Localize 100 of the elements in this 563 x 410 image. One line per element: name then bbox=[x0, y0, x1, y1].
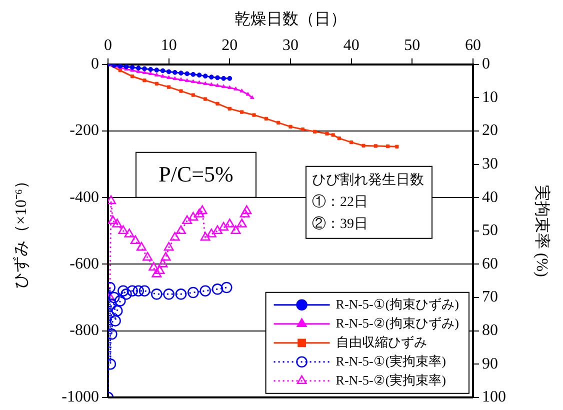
point bbox=[148, 71, 153, 76]
y2-tick-label: 90 bbox=[482, 355, 498, 372]
point bbox=[154, 82, 158, 86]
point bbox=[152, 268, 162, 278]
x-tick-label: 10 bbox=[160, 37, 177, 54]
point bbox=[196, 72, 202, 78]
point bbox=[148, 262, 159, 271]
point bbox=[114, 295, 126, 306]
point bbox=[276, 120, 280, 124]
point bbox=[160, 68, 166, 74]
point bbox=[264, 116, 268, 120]
point bbox=[212, 225, 222, 234]
point bbox=[197, 205, 208, 214]
point bbox=[164, 242, 174, 251]
point bbox=[151, 288, 162, 300]
y2-tick-label: 30 bbox=[482, 156, 498, 173]
x-tick-label: 30 bbox=[282, 37, 298, 54]
point bbox=[172, 70, 178, 75]
point bbox=[166, 69, 172, 74]
y2-tick-label: 60 bbox=[482, 255, 498, 272]
point bbox=[200, 285, 211, 296]
legend-label: R-N-5-②(実拘束率) bbox=[336, 372, 446, 388]
point bbox=[178, 70, 184, 76]
point bbox=[188, 212, 198, 221]
point bbox=[386, 144, 390, 148]
point bbox=[178, 77, 184, 82]
point bbox=[246, 92, 250, 96]
legend-label: R-N-5-①(実拘束率) bbox=[336, 353, 446, 368]
point bbox=[108, 292, 120, 304]
y2-tick-label: 40 bbox=[482, 188, 498, 206]
point bbox=[202, 74, 208, 79]
annotation: P/C=5% bbox=[158, 162, 234, 187]
point bbox=[230, 225, 241, 234]
point bbox=[240, 88, 244, 92]
point bbox=[191, 79, 196, 84]
legend-label: R-N-5-①(拘束ひずみ) bbox=[336, 296, 460, 312]
y2-tick-label: 20 bbox=[482, 122, 498, 140]
y2-tick-label: 70 bbox=[482, 288, 498, 306]
point bbox=[124, 228, 134, 238]
legend-label: R-N-5-②(拘束ひずみ) bbox=[336, 315, 460, 330]
y-tick-label: -600 bbox=[70, 255, 99, 272]
y2-tick-label: 50 bbox=[482, 222, 498, 240]
y2-axis-title: 実拘束率 (%) bbox=[533, 184, 552, 277]
y-tick-label: -1000 bbox=[62, 388, 99, 406]
point bbox=[142, 70, 147, 74]
point bbox=[136, 66, 141, 71]
point bbox=[163, 288, 174, 300]
point bbox=[158, 258, 168, 268]
point bbox=[300, 128, 304, 132]
point bbox=[313, 130, 317, 134]
point bbox=[184, 78, 190, 82]
point bbox=[288, 124, 292, 128]
point bbox=[240, 110, 244, 114]
point bbox=[118, 285, 129, 296]
point bbox=[170, 232, 180, 241]
point bbox=[167, 85, 171, 89]
point bbox=[188, 286, 199, 298]
x-tick-label: 50 bbox=[404, 37, 420, 54]
point bbox=[136, 242, 146, 251]
x-tick-label: 0 bbox=[104, 37, 112, 54]
point bbox=[130, 235, 140, 244]
point bbox=[337, 136, 341, 140]
point bbox=[228, 106, 232, 110]
point bbox=[118, 225, 128, 234]
point bbox=[212, 284, 224, 295]
point bbox=[220, 282, 232, 294]
point bbox=[227, 76, 232, 81]
point bbox=[154, 265, 165, 274]
point bbox=[190, 72, 196, 77]
point bbox=[200, 232, 210, 241]
point bbox=[108, 215, 118, 224]
point bbox=[331, 133, 335, 137]
y2-tick-label: 10 bbox=[482, 88, 498, 106]
point bbox=[236, 218, 247, 228]
point bbox=[224, 218, 235, 228]
x-tick-label: 40 bbox=[343, 37, 360, 54]
point bbox=[215, 75, 220, 80]
point bbox=[111, 305, 123, 316]
point bbox=[166, 75, 171, 80]
point bbox=[325, 132, 329, 136]
point bbox=[221, 76, 226, 81]
point bbox=[176, 225, 186, 234]
point bbox=[148, 66, 154, 72]
point bbox=[194, 208, 204, 218]
point bbox=[179, 89, 183, 93]
point bbox=[216, 102, 220, 106]
y-tick-label: -200 bbox=[70, 122, 99, 140]
point bbox=[154, 72, 159, 76]
point bbox=[160, 74, 165, 78]
point bbox=[142, 252, 153, 261]
y-axis-title: ひずみ（×10⁻⁶） bbox=[12, 173, 30, 289]
point bbox=[362, 144, 366, 148]
point bbox=[206, 228, 216, 238]
y-tick-label: 0 bbox=[91, 56, 99, 73]
point bbox=[130, 64, 135, 70]
point bbox=[203, 81, 208, 86]
point bbox=[250, 95, 254, 100]
annotation: ひび割れ発生日数 ①：22日 ②：39日 bbox=[312, 172, 424, 232]
point bbox=[204, 97, 208, 101]
y2-tick-label: 100 bbox=[482, 388, 506, 406]
